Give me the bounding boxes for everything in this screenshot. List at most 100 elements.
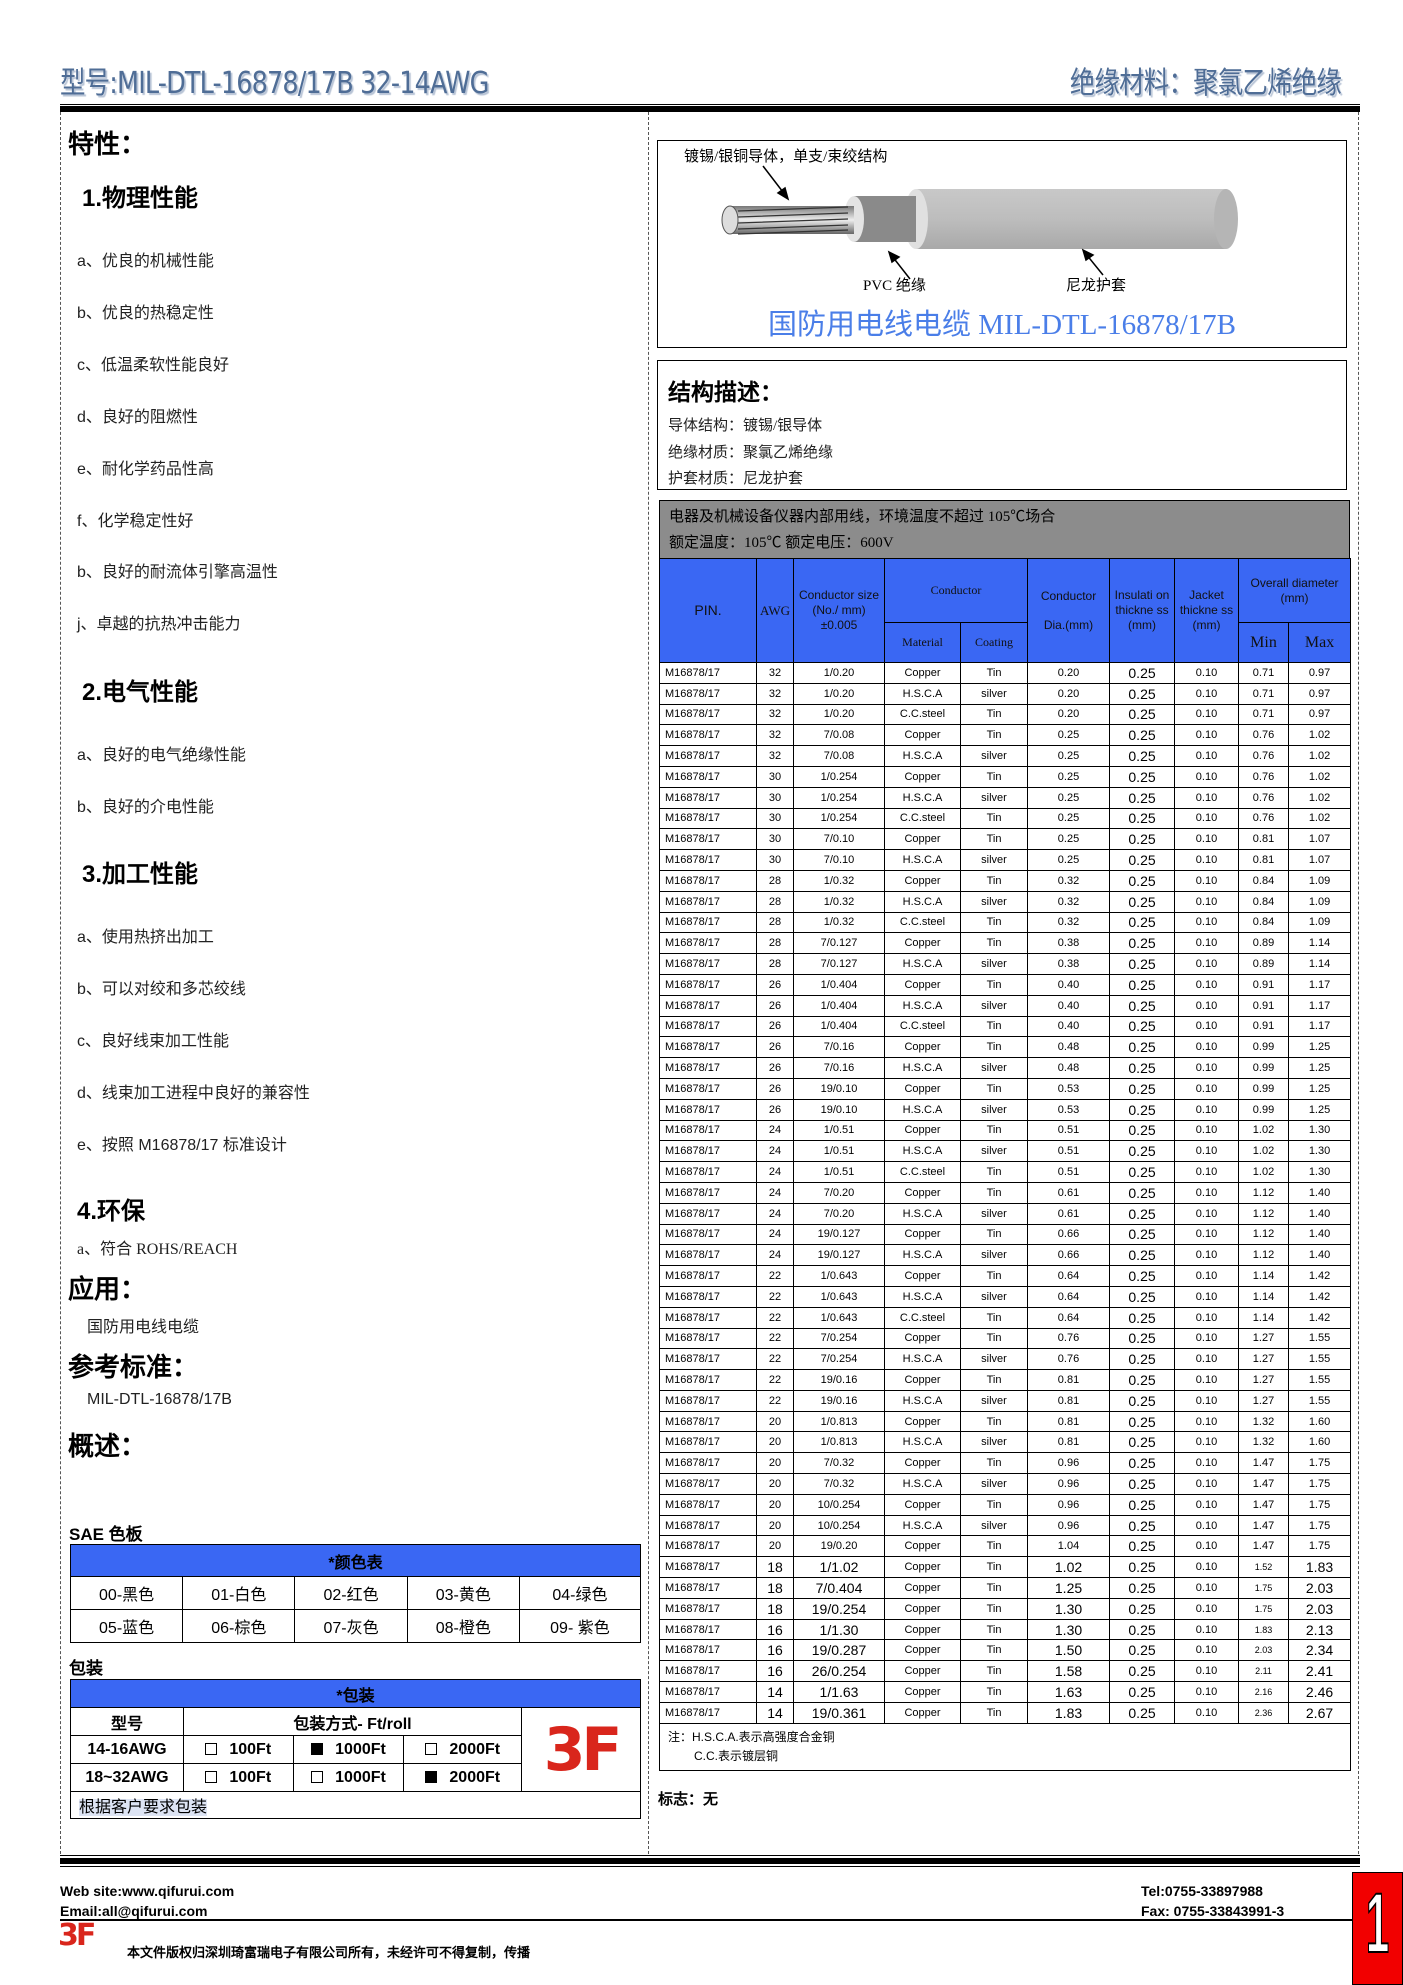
tel-text: Tel:0755-33897988 xyxy=(1141,1883,1263,1899)
checkbox-checked[interactable] xyxy=(425,1770,438,1783)
cell-insulation: 0.25 xyxy=(1109,1452,1176,1475)
cell-size: 1/0.51 xyxy=(793,1119,885,1142)
cell-insulation: 0.25 xyxy=(1109,1285,1176,1308)
cell-material: Copper xyxy=(884,1119,961,1142)
packing-option[interactable]: 2000Ft xyxy=(403,1763,523,1792)
cell-insulation: 0.25 xyxy=(1109,1077,1176,1100)
cell-insulation: 0.25 xyxy=(1109,703,1176,726)
cell-coating: Tin xyxy=(959,807,1029,830)
cell-min: 0.91 xyxy=(1238,994,1290,1017)
cell-conductor-dia: 1.25 xyxy=(1027,1577,1111,1599)
cell-conductor-dia: 1.58 xyxy=(1027,1660,1111,1683)
cell-insulation: 0.25 xyxy=(1109,1223,1176,1246)
packing-table: *包装 型号 包装方式- Ft/roll 3F 14-16AWG 100Ft 1… xyxy=(70,1679,641,1819)
cell-material: Copper xyxy=(884,1535,961,1558)
cell-min: 1.83 xyxy=(1238,1618,1290,1641)
cell-coating: silver xyxy=(959,1244,1029,1267)
cell-awg: 22 xyxy=(756,1369,794,1391)
cell-awg: 24 xyxy=(756,1223,794,1246)
checkbox-unchecked[interactable] xyxy=(205,1742,218,1755)
packing-option[interactable]: 1000Ft xyxy=(292,1763,405,1792)
cell-conductor-dia: 0.81 xyxy=(1027,1369,1111,1391)
cell-size: 1/0.404 xyxy=(793,973,885,996)
usage-box: 电器及机械设备仪器内部用线，环境温度不超过 105℃场合 额定温度：105℃ 额… xyxy=(659,500,1350,559)
color-cell: 01-白色 xyxy=(182,1576,296,1610)
cell-conductor-dia: 0.53 xyxy=(1027,1077,1111,1100)
cell-insulation: 0.25 xyxy=(1109,1701,1176,1724)
table-row: M16878/17 28 1/0.32 C.C.steel Tin 0.32 0.25 0.1… xyxy=(659,911,1352,934)
option-label: 1000Ft xyxy=(335,1740,386,1758)
cell-material: H.S.C.A xyxy=(884,1514,961,1537)
cell-min: 1.12 xyxy=(1238,1202,1290,1225)
cell-min: 2.11 xyxy=(1238,1660,1290,1683)
cell-insulation: 0.25 xyxy=(1109,1098,1176,1121)
table-row: M16878/17 26 7/0.16 Copper Tin 0.48 0.25 0.10 0.… xyxy=(659,1036,1352,1059)
cell-awg: 30 xyxy=(756,828,794,851)
cell-pin: M16878/17 xyxy=(659,765,757,788)
packing-option[interactable]: 100Ft xyxy=(182,1763,294,1792)
website-link[interactable]: Web site:www.qifurui.com xyxy=(60,1883,235,1899)
cell-conductor-dia: 0.32 xyxy=(1027,869,1111,892)
cell-coating: Tin xyxy=(959,703,1029,726)
cell-conductor-dia: 0.81 xyxy=(1027,1389,1111,1412)
checkbox-checked[interactable] xyxy=(311,1742,324,1755)
table-row: M16878/17 20 1/0.813 Copper Tin 0.81 0.25 0.10 1… xyxy=(659,1410,1352,1433)
cell-pin: M16878/17 xyxy=(659,1639,757,1662)
cell-min: 0.89 xyxy=(1238,932,1290,955)
packing-option[interactable]: 2000Ft xyxy=(403,1735,523,1764)
table-row: M16878/17 16 26/0.254 Copper Tin 1.58 0.25 0.10… xyxy=(659,1660,1352,1683)
cell-coating: Tin xyxy=(959,765,1029,788)
packing-option[interactable]: 100Ft xyxy=(182,1735,294,1764)
checkbox-unchecked[interactable] xyxy=(205,1770,218,1783)
page-number: 1 xyxy=(1365,1875,1390,1971)
cell-max: 1.02 xyxy=(1288,745,1352,767)
cell-size: 1/0.643 xyxy=(793,1265,885,1287)
checkbox-unchecked[interactable] xyxy=(425,1742,438,1755)
cell-min: 1.12 xyxy=(1238,1244,1290,1267)
structure-line: 绝缘材质：聚氯乙烯绝缘 xyxy=(668,445,834,461)
structure-box: 结构描述： 导体结构：镀锡/银导体 绝缘材质：聚氯乙烯绝缘 护套材质：尼龙护套 xyxy=(657,360,1347,490)
cell-size: 7/0.10 xyxy=(793,828,885,851)
cell-insulation: 0.25 xyxy=(1109,1306,1176,1329)
cell-max: 2.03 xyxy=(1288,1577,1352,1599)
email-link[interactable]: Email:all@qifurui.com xyxy=(60,1903,208,1919)
header-insulation: Insulati on thickne ss (mm) xyxy=(1109,558,1176,663)
table-row: M16878/17 24 7/0.20 Copper Tin 0.61 0.25 0.10 1.… xyxy=(659,1181,1352,1204)
cell-coating: Tin xyxy=(959,1119,1029,1142)
cell-jacket: 0.10 xyxy=(1174,807,1240,830)
cell-jacket: 0.10 xyxy=(1174,724,1240,747)
cell-awg: 20 xyxy=(756,1473,794,1495)
cell-material: H.S.C.A xyxy=(884,890,961,913)
feature-item: c、低温柔软性能良好 xyxy=(77,357,230,374)
cell-material: C.C.steel xyxy=(884,1306,961,1329)
cell-pin: M16878/17 xyxy=(659,869,757,892)
cell-coating: Tin xyxy=(959,932,1029,955)
packing-option[interactable]: 1000Ft xyxy=(292,1735,405,1764)
table-row: M16878/17 20 7/0.32 Copper Tin 0.96 0.25 0.10 1.… xyxy=(659,1452,1352,1475)
table-row: M16878/17 18 7/0.404 Copper Tin 1.25 0.25 0.10 1… xyxy=(659,1577,1352,1599)
cell-max: 1.17 xyxy=(1288,994,1352,1017)
cell-coating: Tin xyxy=(959,1306,1029,1329)
cell-coating: silver xyxy=(959,786,1029,809)
cell-max: 1.55 xyxy=(1288,1389,1352,1412)
checkbox-unchecked[interactable] xyxy=(311,1770,324,1783)
feature-item: d、线束加工进程中良好的兼容性 xyxy=(77,1085,310,1102)
cell-jacket: 0.10 xyxy=(1174,1348,1240,1371)
cell-pin: M16878/17 xyxy=(659,1618,757,1641)
cell-material: C.C.steel xyxy=(884,911,961,934)
cell-max: 1.42 xyxy=(1288,1306,1352,1329)
cell-awg: 24 xyxy=(756,1140,794,1163)
header-divider-thin xyxy=(60,104,1360,105)
copyright-text: 本文件版权归深圳琦富瑞电子有限公司所有，未经许可不得复制，传播 xyxy=(127,1945,531,1960)
cell-max: 1.25 xyxy=(1288,1036,1352,1059)
cell-min: 0.71 xyxy=(1238,662,1290,684)
header-overall: Overall diameter (mm) xyxy=(1238,558,1352,623)
cell-min: 1.47 xyxy=(1238,1535,1290,1558)
cell-jacket: 0.10 xyxy=(1174,1618,1240,1641)
footer-divider-thin2 xyxy=(60,1866,1360,1867)
cell-jacket: 0.10 xyxy=(1174,869,1240,892)
cell-min: 1.47 xyxy=(1238,1452,1290,1475)
cell-size: 1/0.643 xyxy=(793,1285,885,1308)
cell-conductor-dia: 0.96 xyxy=(1027,1493,1111,1516)
cell-conductor-dia: 0.53 xyxy=(1027,1098,1111,1121)
